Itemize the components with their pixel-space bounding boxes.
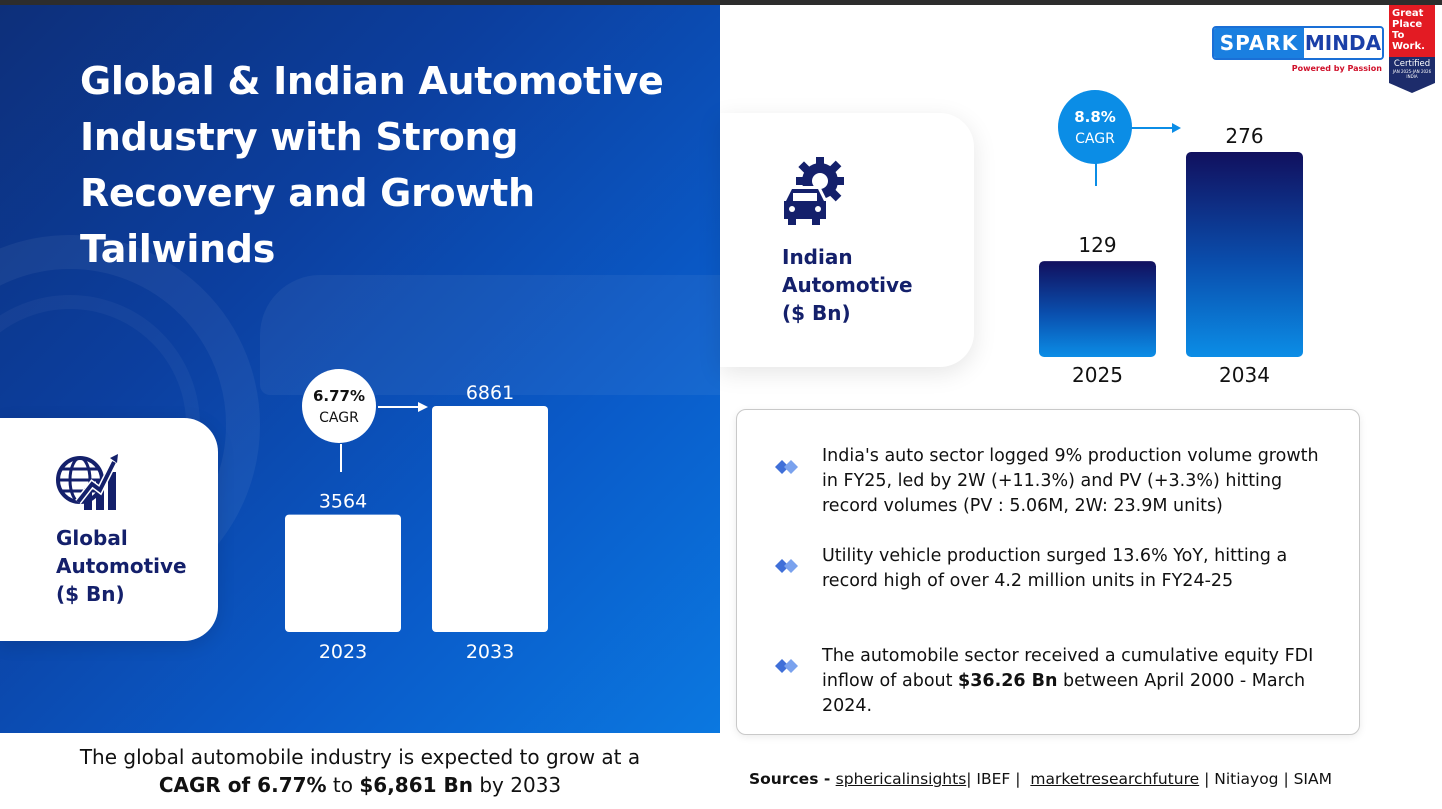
global-label-line-3: ($ Bn) [56,582,125,606]
source-nitiayog-siam: | Nitiayog | SIAM [1199,770,1332,788]
sources-line: Sources - sphericalinsights| IBEF | mark… [749,770,1389,788]
global-cagr-arrow-head [418,402,428,412]
bullet-text-3-post: between April 2000 - March 2024. [822,671,1306,716]
source-ibef: | IBEF | [966,770,1031,788]
global-category-label-2033: 2033 [466,641,514,663]
india-cagr-arrow-head [1172,123,1181,133]
gptw-line-1: Great [1392,8,1424,19]
sources-label: Sources - [749,770,836,788]
bullet-text-3-bold: $36.26 Bn [958,671,1058,691]
caption-value: $6,861 Bn [359,773,473,797]
double-diamond-icon [775,659,798,673]
highlights-box: India's auto sector logged 9% production… [736,409,1360,735]
logo-box: SPARK MINDA [1212,26,1384,60]
global-cagr-label: CAGR [319,410,359,426]
bullet-text-3: The automobile sector received a cumulat… [822,644,1337,719]
caption-line-1: The global automobile industry is expect… [79,745,641,769]
india-label-line-2: Automotive [782,273,913,297]
global-cagr-value: 6.77% [313,387,365,405]
top-bar [0,0,1442,5]
globe-growth-icon [56,454,118,510]
india-category-label-2034: 2034 [1219,363,1270,387]
global-caption: The global automobile industry is expect… [0,733,720,809]
global-bar-2023 [285,514,401,632]
source-link-sphericalinsights[interactable]: sphericalinsights [835,770,967,788]
logo-tagline: Powered by Passion [1291,64,1382,73]
caption-line-2: CAGR of 6.77% to $6,861 Bn by 2033 [0,771,720,799]
gptw-certified-text: Certified [1393,59,1431,69]
india-category-label-2025: 2025 [1072,363,1123,387]
global-value-label-2023: 3564 [319,491,367,513]
bullet-text-2: Utility vehicle production surged 13.6% … [822,546,1288,591]
india-cagr-value: 8.8% [1074,108,1116,126]
gptw-badge-tip [1389,83,1435,93]
global-value-label-2033: 6861 [466,382,514,404]
india-label-line-3: ($ Bn) [782,301,851,325]
car-gear-icon [781,157,844,228]
indian-bar-chart: 129 276 2025 2034 8.8% CAGR [1039,90,1303,387]
double-diamond-icon [775,559,798,573]
bullet-text-3-pre: The automobile sector received a cumulat… [822,646,1314,691]
global-cagr-bubble [302,369,376,443]
india-bar-2025 [1039,261,1156,357]
global-bar-2033 [432,406,548,632]
caption-end: by 2033 [473,773,562,797]
gptw-country: INDIA [1406,74,1418,79]
gptw-line-2: Place [1392,19,1423,30]
page-title: Global & Indian Automotive Industry with… [80,59,664,271]
indian-automotive-card [720,113,974,367]
logo-minda-text: MINDA [1304,28,1382,58]
global-automotive-card [0,418,218,641]
gptw-line-3: To [1392,30,1405,41]
india-cagr-label: CAGR [1075,131,1115,147]
gptw-certified: Certified JAN 2025-JAN 2026 INDIA [1389,57,1435,83]
india-cagr-bubble [1058,90,1132,164]
source-link-marketresearchfuture[interactable]: marketresearchfuture [1030,770,1200,788]
caption-cagr: CAGR of 6.77% [158,773,327,797]
caption-mid: to [326,773,360,797]
global-category-label-2023: 2023 [319,641,367,663]
global-label-line-2: Automotive [56,554,187,578]
double-diamond-icon [775,460,798,474]
great-place-to-work-badge: Great Place To Work. Certified JAN 2025-… [1389,5,1435,93]
gptw-title: Great Place To Work. [1389,5,1435,57]
india-value-label-2025: 129 [1078,233,1116,257]
gptw-period: JAN 2025-JAN 2026 [1392,69,1432,74]
global-label-line-1: Global [56,526,128,550]
indian-automotive-label: Indian Automotive ($ Bn) [782,243,913,327]
logo-spark-text: SPARK [1214,28,1304,58]
india-label-line-1: Indian [782,245,853,269]
global-automotive-label: Global Automotive ($ Bn) [56,524,187,608]
spark-minda-logo: SPARK MINDA Powered by Passion [1212,26,1384,76]
bullet-text-1: India's auto sector logged 9% production… [822,446,1319,516]
global-bar-chart: 3564 6861 2023 2033 6.77% CAGR [285,369,548,663]
india-bar-2034 [1186,152,1303,357]
india-value-label-2034: 276 [1225,124,1263,148]
gptw-line-4: Work. [1392,41,1425,52]
